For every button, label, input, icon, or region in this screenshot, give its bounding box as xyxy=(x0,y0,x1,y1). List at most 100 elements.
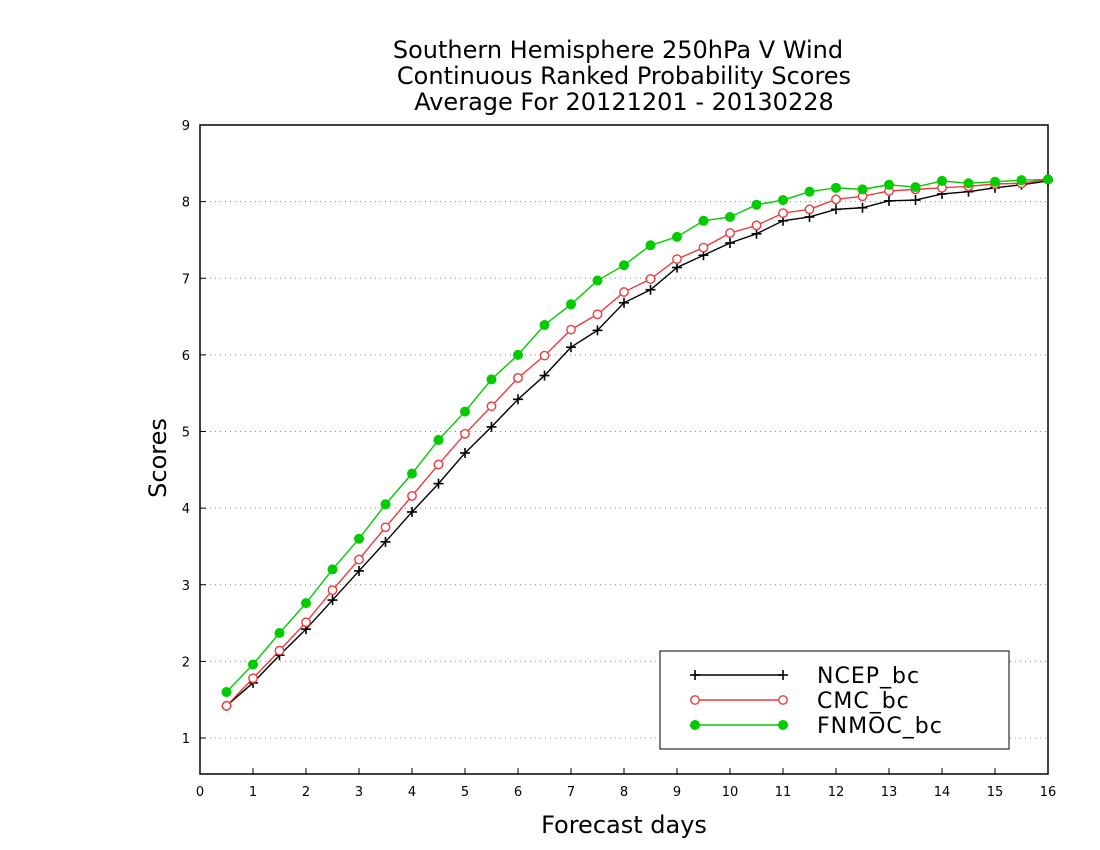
y-tick-label: 7 xyxy=(182,272,190,287)
data-point-open-circle xyxy=(380,522,391,533)
x-tick-label: 2 xyxy=(302,785,310,800)
data-point-filled-circle xyxy=(937,175,947,186)
data-point-open-circle xyxy=(645,274,656,284)
data-point-filled-circle xyxy=(619,260,629,271)
data-point-filled-circle xyxy=(592,275,603,286)
y-tick-label: 9 xyxy=(182,119,190,134)
x-tick-label: 14 xyxy=(934,785,951,800)
data-point-open-circle xyxy=(248,673,258,684)
data-point-filled-circle xyxy=(460,406,470,417)
legend-label: NCEP_bc xyxy=(817,664,920,689)
data-point-filled-circle xyxy=(1043,174,1053,185)
x-tick-label: 0 xyxy=(196,785,204,800)
series-line xyxy=(226,180,1049,707)
data-point-filled-circle xyxy=(698,215,709,226)
y-tick-label: 8 xyxy=(182,196,190,211)
y-tick-label: 3 xyxy=(182,579,190,594)
data-series xyxy=(221,174,1053,711)
data-point-filled-circle xyxy=(963,178,974,189)
data-point-open-circle xyxy=(433,459,444,470)
data-point-filled-circle xyxy=(672,231,682,242)
x-tick-label: 9 xyxy=(673,785,681,800)
data-point-open-circle xyxy=(354,554,364,565)
data-point-open-circle xyxy=(592,309,603,320)
data-point-open-circle xyxy=(690,695,700,705)
data-point-open-circle xyxy=(274,645,285,656)
chart-title: Southern Hemisphere 250hPa V Wind Contin… xyxy=(393,36,851,116)
data-point-open-circle xyxy=(539,350,550,361)
data-point-open-circle xyxy=(778,208,788,219)
x-tick-label: 13 xyxy=(881,785,898,800)
x-axis-label: Forecast days xyxy=(541,811,707,839)
data-point-open-circle xyxy=(486,401,497,412)
data-point-filled-circle xyxy=(645,240,656,251)
x-tick-label: 16 xyxy=(1040,785,1057,800)
data-point-filled-circle xyxy=(857,184,868,195)
data-point-filled-circle xyxy=(327,564,338,575)
data-point-open-circle xyxy=(751,220,762,231)
data-point-filled-circle xyxy=(301,598,311,609)
data-point-filled-circle xyxy=(486,374,497,385)
series-cmc-bc xyxy=(221,174,1053,711)
y-tick-label: 1 xyxy=(182,732,190,747)
data-point-filled-circle xyxy=(751,199,762,210)
series-line xyxy=(225,178,1049,693)
data-point-open-circle xyxy=(221,700,232,711)
data-point-open-circle xyxy=(327,585,338,596)
data-point-open-circle xyxy=(566,324,576,335)
data-point-filled-circle xyxy=(990,176,1000,187)
data-point-open-circle xyxy=(778,695,788,705)
data-point-filled-circle xyxy=(274,628,285,639)
data-point-filled-circle xyxy=(690,720,700,730)
data-point-open-circle xyxy=(460,428,470,439)
x-tick-label: 15 xyxy=(987,785,1004,800)
x-tick-label: 5 xyxy=(461,785,469,800)
y-axis-label: Scores xyxy=(144,418,172,498)
title-line-1: Southern Hemisphere 250hPa V Wind xyxy=(393,36,843,64)
data-point-filled-circle xyxy=(539,319,550,330)
legend-label: CMC_bc xyxy=(817,689,910,714)
data-point-filled-circle xyxy=(778,720,788,730)
data-point-filled-circle xyxy=(380,499,391,510)
x-tick-label: 11 xyxy=(775,785,792,800)
x-tick-label: 4 xyxy=(408,785,416,800)
x-axis-ticks: 0 1 2 3 4 5 6 7 8 9 10 11 12 13 14 15 16 xyxy=(196,768,1056,800)
data-point-filled-circle xyxy=(804,186,815,197)
data-point-filled-circle xyxy=(725,211,735,222)
data-point-open-circle xyxy=(804,204,815,215)
legend-entry-ncep-bc: NCEP_bc xyxy=(690,664,920,689)
data-point-filled-circle xyxy=(433,434,444,445)
data-point-filled-circle xyxy=(1016,175,1027,186)
title-line-2: Continuous Ranked Probability Scores xyxy=(397,62,851,90)
data-point-filled-circle xyxy=(354,533,364,544)
x-tick-label: 3 xyxy=(355,785,363,800)
title-line-3: Average For 20121201 - 20130228 xyxy=(414,88,834,116)
series-line xyxy=(225,178,1049,707)
data-point-open-circle xyxy=(831,194,841,205)
y-tick-label: 5 xyxy=(182,426,190,441)
legend-entry-cmc-bc: CMC_bc xyxy=(690,689,910,714)
data-point-filled-circle xyxy=(407,468,417,479)
data-point-filled-circle xyxy=(884,179,894,190)
data-point-open-circle xyxy=(407,490,417,501)
data-point-filled-circle xyxy=(910,182,921,193)
data-point-open-circle xyxy=(619,287,629,297)
data-point-open-circle xyxy=(698,242,709,253)
series-fnmoc-bc xyxy=(221,174,1053,698)
x-tick-label: 12 xyxy=(828,785,845,800)
y-axis-ticks: 1 2 3 4 5 6 7 8 9 xyxy=(182,119,206,747)
x-tick-label: 8 xyxy=(620,785,628,800)
legend-label: FNMOC_bc xyxy=(817,714,943,739)
y-tick-label: 2 xyxy=(182,655,190,670)
data-point-open-circle xyxy=(725,228,735,238)
legend-entry-fnmoc-bc: FNMOC_bc xyxy=(690,714,943,739)
data-point-filled-circle xyxy=(221,687,232,698)
data-point-filled-circle xyxy=(513,349,523,360)
series-ncep-bc xyxy=(221,175,1053,711)
data-point-open-circle xyxy=(513,372,523,383)
x-tick-label: 10 xyxy=(722,785,739,800)
data-point-filled-circle xyxy=(248,659,258,670)
data-point-filled-circle xyxy=(778,195,788,206)
